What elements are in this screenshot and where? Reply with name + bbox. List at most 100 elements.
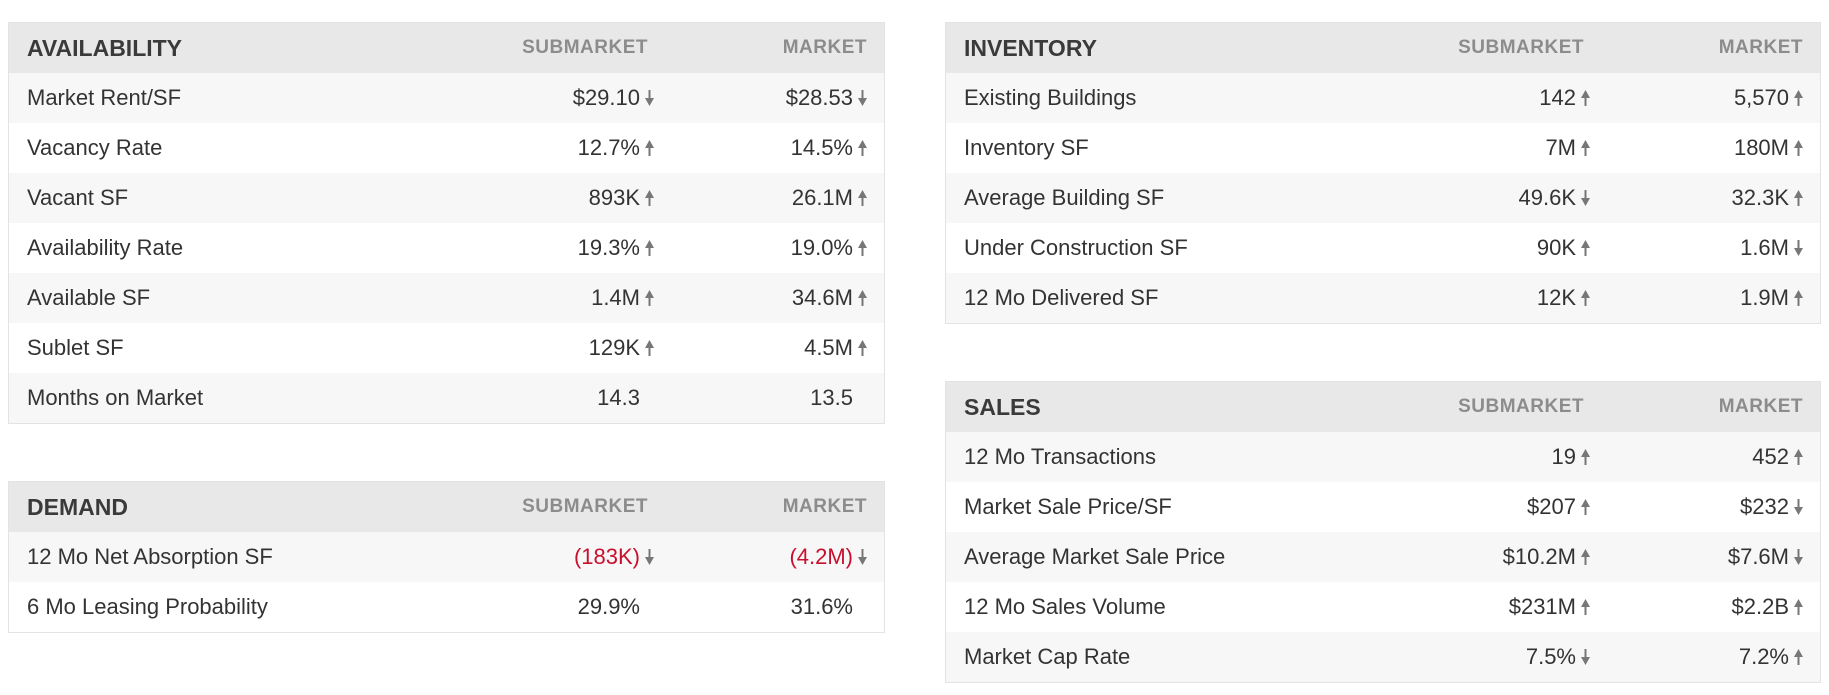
row-label: Vacancy Rate (27, 135, 163, 160)
table-row: 12 Mo Transactions 19 452 (946, 432, 1820, 482)
submarket-value: $231M (1508, 594, 1576, 619)
market-value: $7.6M (1727, 544, 1789, 569)
market-value: $2.2B (1731, 594, 1790, 619)
row-label: Existing Buildings (964, 85, 1137, 110)
trend-up-icon (856, 189, 869, 207)
submarket-value: $29.10 (572, 85, 640, 110)
trend-up-icon (1579, 89, 1592, 107)
trend-up-icon (643, 139, 656, 157)
trend-up-icon (1579, 139, 1592, 157)
submarket-value-cell: $10.2M (1503, 532, 1592, 582)
trend-up-icon (1579, 598, 1592, 616)
submarket-value: 12K (1536, 285, 1576, 310)
submarket-value: 14.3 (597, 385, 640, 410)
submarket-value: (183K) (573, 544, 640, 569)
table-row: Availability Rate 19.3% 19.0% (9, 223, 884, 273)
demand-rows: 12 Mo Net Absorption SF (183K) (4.2M) 6 Mo … (9, 532, 884, 632)
market-value-cell: 180M (1734, 123, 1805, 173)
market-value: $232 (1740, 494, 1789, 519)
submarket-column-header: SUBMARKET (522, 496, 648, 517)
trend-up-icon (1792, 289, 1805, 307)
sales-rows: 12 Mo Transactions 19 452 Market Sale Price… (946, 432, 1820, 682)
row-label: 12 Mo Transactions (964, 444, 1156, 469)
submarket-value: 90K (1536, 235, 1576, 260)
trend-up-icon (643, 339, 656, 357)
market-value-cell: 7.2% (1739, 632, 1805, 682)
market-value: 26.1M (791, 185, 853, 210)
trend-up-icon (1579, 548, 1592, 566)
table-row: Average Building SF 49.6K 32.3K (946, 173, 1820, 223)
table-row: Sublet SF 129K 4.5M (9, 323, 884, 373)
table-row: Existing Buildings 142 5,570 (946, 73, 1820, 123)
market-column-header: MARKET (782, 37, 867, 58)
submarket-column-header: SUBMARKET (1458, 37, 1584, 58)
trend-up-icon (1792, 189, 1805, 207)
market-value-cell: 452 (1752, 432, 1805, 482)
table-row: 12 Mo Delivered SF 12K 1.9M (946, 273, 1820, 323)
table-row: Months on Market 14.3 13.5 (9, 373, 884, 423)
market-column-header: MARKET (1718, 37, 1803, 58)
table-row: Market Cap Rate 7.5% 7.2% (946, 632, 1820, 682)
market-value: 1.6M (1740, 235, 1789, 260)
market-value: 31.6% (790, 594, 853, 619)
market-value: 14.5% (790, 135, 853, 160)
trend-up-icon (856, 139, 869, 157)
trend-up-icon (856, 289, 869, 307)
market-value-cell: 14.5% (791, 123, 869, 173)
submarket-value: 7M (1545, 135, 1576, 160)
market-value: 7.2% (1738, 644, 1789, 669)
submarket-value-cell: 12.7% (578, 123, 656, 173)
market-value-cell: (4.2M) (789, 532, 869, 582)
trend-up-icon (1579, 448, 1592, 466)
trend-down-icon (856, 548, 869, 566)
row-label: Months on Market (27, 385, 204, 410)
trend-up-icon (1579, 289, 1592, 307)
market-value-cell: 34.6M (792, 273, 869, 323)
submarket-value-cell: 7.5% (1526, 632, 1592, 682)
table-row: 6 Mo Leasing Probability 29.9% 31.6% (9, 582, 884, 632)
market-value-cell: 1.6M (1740, 223, 1805, 273)
submarket-value: 19.3% (577, 235, 640, 260)
market-value: $28.53 (785, 85, 853, 110)
submarket-value-cell: 19 (1552, 432, 1592, 482)
market-value-cell: 32.3K (1732, 173, 1806, 223)
row-label: Market Cap Rate (964, 644, 1131, 669)
market-value: 180M (1733, 135, 1789, 160)
market-value: 19.0% (790, 235, 853, 260)
table-row: 12 Mo Sales Volume $231M $2.2B (946, 582, 1820, 632)
submarket-value: 19 (1551, 444, 1576, 469)
row-label: 12 Mo Net Absorption SF (27, 544, 273, 569)
market-value-cell: 19.0% (791, 223, 869, 273)
submarket-value: $207 (1527, 494, 1576, 519)
trend-down-icon (856, 89, 869, 107)
submarket-column-header: SUBMARKET (1458, 396, 1584, 417)
row-label: Average Market Sale Price (964, 544, 1226, 569)
submarket-value: $10.2M (1502, 544, 1576, 569)
table-row: Under Construction SF 90K 1.6M (946, 223, 1820, 273)
market-column-header: MARKET (782, 496, 867, 517)
availability-header: AVAILABILITY SUBMARKET MARKET (9, 23, 884, 73)
market-value-cell: 13.5 (810, 373, 869, 423)
submarket-value-cell: 90K (1537, 223, 1592, 273)
trend-up-icon (1792, 89, 1805, 107)
market-value-cell: 5,570 (1734, 73, 1805, 123)
trend-up-icon (1792, 648, 1805, 666)
submarket-value: 893K (588, 185, 640, 210)
trend-down-icon (1792, 498, 1805, 516)
market-value: 4.5M (804, 335, 853, 360)
submarket-value-cell: 7M (1545, 123, 1592, 173)
submarket-value-cell: 129K (589, 323, 656, 373)
submarket-value-cell: $29.10 (573, 73, 656, 123)
availability-rows: Market Rent/SF $29.10 $28.53 Vacancy Rate 12… (9, 73, 884, 423)
market-value-cell: $2.2B (1732, 582, 1806, 632)
trend-down-icon (1579, 189, 1592, 207)
submarket-value-cell: 893K (589, 173, 656, 223)
submarket-value: 29.9% (577, 594, 640, 619)
row-label: Available SF (27, 285, 151, 310)
trend-up-icon (643, 189, 656, 207)
submarket-value-cell: 12K (1537, 273, 1592, 323)
inventory-table: INVENTORY SUBMARKET MARKET Existing Buil… (945, 22, 1821, 324)
demand-table: DEMAND SUBMARKET MARKET 12 Mo Net Absorp… (8, 481, 885, 633)
row-label: Sublet SF (27, 335, 124, 360)
table-row: Vacant SF 893K 26.1M (9, 173, 884, 223)
